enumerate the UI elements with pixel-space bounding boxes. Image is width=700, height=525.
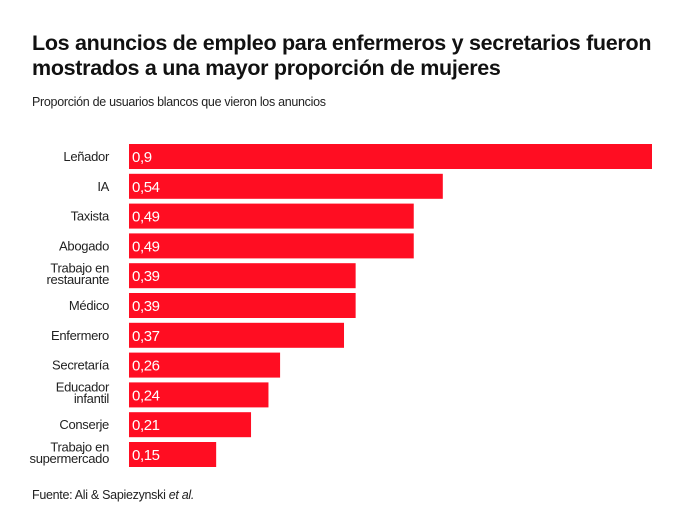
value-label-8: 0,24 [132,387,160,404]
bar-7 [129,352,281,378]
bar-3 [129,233,414,259]
category-label-0: Leñador [63,149,110,164]
category-label-7: Secretaría [52,358,110,373]
value-label-0: 0,9 [132,149,152,166]
category-label-3: Abogado [59,238,109,253]
chart-subtitle: Proporción de usuarios blancos que viero… [32,95,326,109]
bar-4 [129,263,356,289]
source-note: Fuente: Ali & Sapiezynski et al. [32,488,194,502]
source-italic: et al. [168,488,195,502]
value-label-4: 0,39 [132,268,160,285]
bar-9 [129,412,252,438]
bar-6 [129,322,345,348]
value-label-5: 0,39 [132,298,160,315]
bar-0 [129,144,652,169]
category-label-2: Taxista [71,209,110,224]
chart-title: Los anuncios de empleo para enfermeros y… [32,31,652,80]
category-label-9: Conserje [59,417,109,432]
value-label-7: 0,26 [132,358,160,375]
value-label-9: 0,21 [132,417,160,434]
category-label-4: Trabajo en restaurante [47,260,110,287]
category-label-6: Enfermero [51,328,109,343]
category-label-5: Médico [69,298,109,313]
bar-8 [129,382,269,408]
value-label-6: 0,37 [132,328,160,345]
value-label-3: 0,49 [132,238,160,255]
value-label-1: 0,54 [132,179,160,196]
source-prefix: Fuente: Ali & Sapiezynski [32,488,169,502]
bar-2 [129,203,414,229]
bar-1 [129,173,443,199]
bar-5 [129,293,356,318]
value-label-2: 0,49 [132,209,160,226]
category-label-1: IA [97,179,109,194]
category-label-8: Educador infantil [56,380,110,407]
bar-10 [129,442,217,467]
category-label-10: Trabajo en supermercado [30,439,110,466]
value-label-10: 0,15 [132,447,160,464]
